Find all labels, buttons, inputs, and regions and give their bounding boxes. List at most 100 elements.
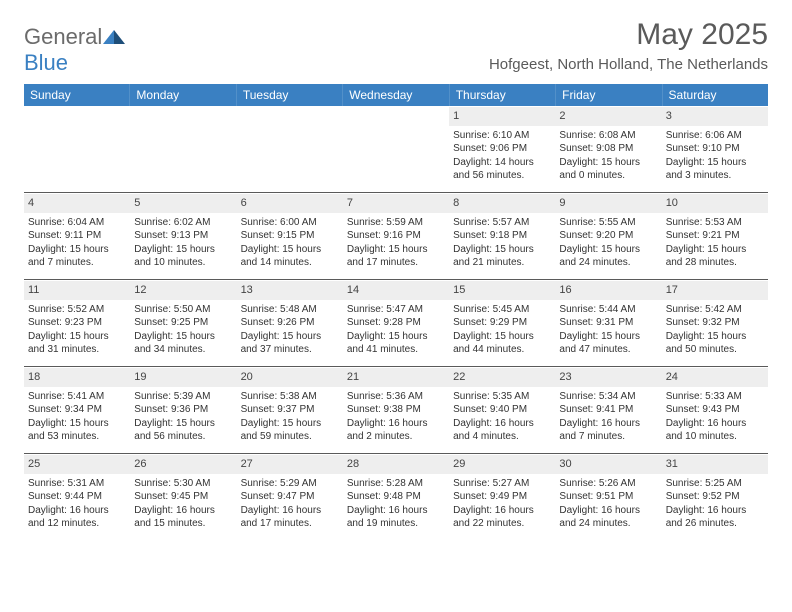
day-number: 1: [449, 106, 555, 126]
sunrise-text: Sunrise: 6:02 AM: [134, 216, 232, 230]
daylight-text: Daylight: 16 hours and 17 minutes.: [241, 504, 339, 531]
sunrise-text: Sunrise: 5:28 AM: [347, 477, 445, 491]
sunrise-text: Sunrise: 5:25 AM: [666, 477, 764, 491]
sunset-text: Sunset: 9:31 PM: [559, 316, 657, 330]
sunset-text: Sunset: 9:23 PM: [28, 316, 126, 330]
daylight-text: Daylight: 15 hours and 41 minutes.: [347, 330, 445, 357]
day-number: 17: [662, 280, 768, 300]
brand-logo: GeneralBlue: [24, 24, 125, 76]
daylight-text: Daylight: 15 hours and 59 minutes.: [241, 417, 339, 444]
sunset-text: Sunset: 9:51 PM: [559, 490, 657, 504]
sunset-text: Sunset: 9:32 PM: [666, 316, 764, 330]
daylight-text: Daylight: 15 hours and 31 minutes.: [28, 330, 126, 357]
day-number: 2: [555, 106, 661, 126]
day-body: Sunrise: 6:04 AMSunset: 9:11 PMDaylight:…: [24, 213, 130, 274]
sunset-text: Sunset: 9:34 PM: [28, 403, 126, 417]
day-body: Sunrise: 5:26 AMSunset: 9:51 PMDaylight:…: [555, 474, 661, 535]
sunset-text: Sunset: 9:47 PM: [241, 490, 339, 504]
day-number: 7: [343, 193, 449, 213]
sunrise-text: Sunrise: 5:47 AM: [347, 303, 445, 317]
day-number: 31: [662, 454, 768, 474]
sunrise-text: Sunrise: 5:45 AM: [453, 303, 551, 317]
sunrise-text: Sunrise: 5:53 AM: [666, 216, 764, 230]
day-body: Sunrise: 6:02 AMSunset: 9:13 PMDaylight:…: [130, 213, 236, 274]
day-number: 20: [237, 367, 343, 387]
sunrise-text: Sunrise: 5:48 AM: [241, 303, 339, 317]
calendar-grid: Sunday Monday Tuesday Wednesday Thursday…: [24, 84, 768, 540]
location-text: Hofgeest, North Holland, The Netherlands: [489, 56, 768, 73]
day-body: Sunrise: 6:06 AMSunset: 9:10 PMDaylight:…: [662, 126, 768, 187]
day-cell: 26Sunrise: 5:30 AMSunset: 9:45 PMDayligh…: [130, 454, 236, 540]
page-header: GeneralBlue May 2025 Hofgeest, North Hol…: [24, 18, 768, 76]
day-cell: 21Sunrise: 5:36 AMSunset: 9:38 PMDayligh…: [343, 367, 449, 453]
day-number: 10: [662, 193, 768, 213]
day-body: Sunrise: 5:28 AMSunset: 9:48 PMDaylight:…: [343, 474, 449, 535]
sunset-text: Sunset: 9:43 PM: [666, 403, 764, 417]
day-body: Sunrise: 5:35 AMSunset: 9:40 PMDaylight:…: [449, 387, 555, 448]
daylight-text: Daylight: 15 hours and 24 minutes.: [559, 243, 657, 270]
sunset-text: Sunset: 9:10 PM: [666, 142, 764, 156]
daylight-text: Daylight: 15 hours and 37 minutes.: [241, 330, 339, 357]
day-number: 8: [449, 193, 555, 213]
day-body: Sunrise: 5:48 AMSunset: 9:26 PMDaylight:…: [237, 300, 343, 361]
sunset-text: Sunset: 9:52 PM: [666, 490, 764, 504]
sunset-text: Sunset: 9:36 PM: [134, 403, 232, 417]
sunset-text: Sunset: 9:16 PM: [347, 229, 445, 243]
day-number: 28: [343, 454, 449, 474]
brand-logo-icon: [103, 24, 125, 49]
day-cell: 8Sunrise: 5:57 AMSunset: 9:18 PMDaylight…: [449, 193, 555, 279]
sunrise-text: Sunrise: 6:08 AM: [559, 129, 657, 143]
weekday-header-row: Sunday Monday Tuesday Wednesday Thursday…: [24, 84, 768, 106]
day-body: Sunrise: 5:57 AMSunset: 9:18 PMDaylight:…: [449, 213, 555, 274]
brand-text-blue: Blue: [24, 50, 68, 75]
sunset-text: Sunset: 9:48 PM: [347, 490, 445, 504]
day-cell: 18Sunrise: 5:41 AMSunset: 9:34 PMDayligh…: [24, 367, 130, 453]
sunset-text: Sunset: 9:15 PM: [241, 229, 339, 243]
day-number: 24: [662, 367, 768, 387]
weekday-header: Thursday: [450, 84, 556, 106]
day-body: Sunrise: 5:36 AMSunset: 9:38 PMDaylight:…: [343, 387, 449, 448]
sunset-text: Sunset: 9:44 PM: [28, 490, 126, 504]
day-number: 9: [555, 193, 661, 213]
day-cell: 4Sunrise: 6:04 AMSunset: 9:11 PMDaylight…: [24, 193, 130, 279]
week-row: 4Sunrise: 6:04 AMSunset: 9:11 PMDaylight…: [24, 193, 768, 280]
day-cell: 1Sunrise: 6:10 AMSunset: 9:06 PMDaylight…: [449, 106, 555, 192]
daylight-text: Daylight: 16 hours and 15 minutes.: [134, 504, 232, 531]
day-body: Sunrise: 6:08 AMSunset: 9:08 PMDaylight:…: [555, 126, 661, 187]
week-row: 1Sunrise: 6:10 AMSunset: 9:06 PMDaylight…: [24, 106, 768, 193]
sunset-text: Sunset: 9:49 PM: [453, 490, 551, 504]
day-body: Sunrise: 6:10 AMSunset: 9:06 PMDaylight:…: [449, 126, 555, 187]
day-cell: 19Sunrise: 5:39 AMSunset: 9:36 PMDayligh…: [130, 367, 236, 453]
day-body: Sunrise: 5:29 AMSunset: 9:47 PMDaylight:…: [237, 474, 343, 535]
day-cell: 29Sunrise: 5:27 AMSunset: 9:49 PMDayligh…: [449, 454, 555, 540]
daylight-text: Daylight: 15 hours and 28 minutes.: [666, 243, 764, 270]
sunset-text: Sunset: 9:21 PM: [666, 229, 764, 243]
sunset-text: Sunset: 9:26 PM: [241, 316, 339, 330]
sunset-text: Sunset: 9:20 PM: [559, 229, 657, 243]
daylight-text: Daylight: 16 hours and 26 minutes.: [666, 504, 764, 531]
day-cell: 13Sunrise: 5:48 AMSunset: 9:26 PMDayligh…: [237, 280, 343, 366]
sunset-text: Sunset: 9:08 PM: [559, 142, 657, 156]
sunrise-text: Sunrise: 5:33 AM: [666, 390, 764, 404]
brand-text-gray: General: [24, 24, 102, 49]
daylight-text: Daylight: 15 hours and 47 minutes.: [559, 330, 657, 357]
sunrise-text: Sunrise: 5:36 AM: [347, 390, 445, 404]
day-body: Sunrise: 5:41 AMSunset: 9:34 PMDaylight:…: [24, 387, 130, 448]
day-body: Sunrise: 5:30 AMSunset: 9:45 PMDaylight:…: [130, 474, 236, 535]
day-body: Sunrise: 5:25 AMSunset: 9:52 PMDaylight:…: [662, 474, 768, 535]
day-number: 5: [130, 193, 236, 213]
sunset-text: Sunset: 9:41 PM: [559, 403, 657, 417]
sunrise-text: Sunrise: 5:52 AM: [28, 303, 126, 317]
day-body: Sunrise: 5:38 AMSunset: 9:37 PMDaylight:…: [237, 387, 343, 448]
sunrise-text: Sunrise: 6:10 AM: [453, 129, 551, 143]
day-body: Sunrise: 5:39 AMSunset: 9:36 PMDaylight:…: [130, 387, 236, 448]
daylight-text: Daylight: 16 hours and 2 minutes.: [347, 417, 445, 444]
daylight-text: Daylight: 16 hours and 10 minutes.: [666, 417, 764, 444]
day-cell: 15Sunrise: 5:45 AMSunset: 9:29 PMDayligh…: [449, 280, 555, 366]
day-body: Sunrise: 5:47 AMSunset: 9:28 PMDaylight:…: [343, 300, 449, 361]
day-number: 25: [24, 454, 130, 474]
day-number: 26: [130, 454, 236, 474]
week-row: 11Sunrise: 5:52 AMSunset: 9:23 PMDayligh…: [24, 280, 768, 367]
daylight-text: Daylight: 16 hours and 22 minutes.: [453, 504, 551, 531]
weeks-container: 1Sunrise: 6:10 AMSunset: 9:06 PMDaylight…: [24, 106, 768, 540]
